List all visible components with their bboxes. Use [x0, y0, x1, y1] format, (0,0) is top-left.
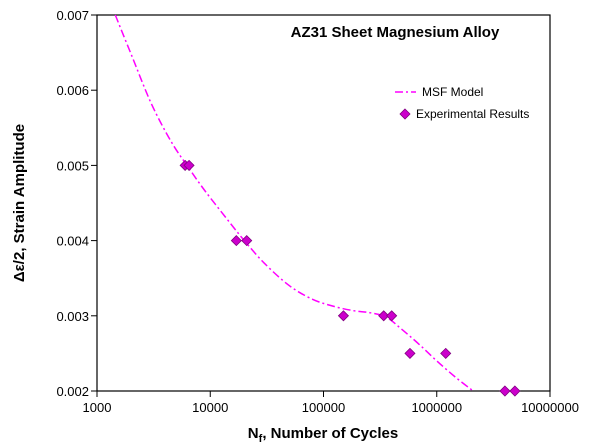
y-tick-label: 0.007 [56, 8, 89, 23]
experimental-point [241, 235, 253, 247]
y-tick-label: 0.006 [56, 83, 89, 98]
y-tick-label: 0.002 [56, 384, 89, 399]
experimental-point [183, 159, 195, 171]
y-tick-label: 0.003 [56, 309, 89, 324]
x-axis-label: Nf, Number of Cycles [248, 425, 398, 445]
experimental-point [337, 310, 350, 322]
x-axis: 1000 10000 100000 1000000 10000000 [83, 391, 579, 415]
x-tick-label: 10000 [192, 400, 228, 415]
experimental-point [404, 347, 416, 359]
x-axis-label-sub: f [259, 433, 263, 445]
experimental-point [509, 385, 521, 397]
plot-area [96, 14, 551, 392]
x-tick-label: 1000000 [411, 400, 462, 415]
msf-model-line [114, 14, 474, 392]
experimental-point [499, 385, 511, 397]
x-axis-label-main: N [248, 425, 259, 442]
y-tick-label: 0.005 [56, 158, 89, 173]
legend: MSF Model Experimental Results [395, 85, 529, 121]
y-tick-label: 0.004 [56, 234, 89, 249]
x-tick-label: 10000000 [521, 400, 579, 415]
experimental-point [230, 235, 242, 247]
experimental-point [378, 310, 390, 322]
legend-experimental-label: Experimental Results [416, 107, 529, 121]
experimental-point [386, 310, 398, 322]
legend-msf-label: MSF Model [422, 85, 483, 99]
chart-title: AZ31 Sheet Magnesium Alloy [291, 24, 500, 41]
y-axis: 0.002 0.003 0.004 0.005 0.006 0.007 [56, 8, 97, 399]
y-axis-label: Δε/2, Strain Amplitude [11, 124, 28, 282]
legend-experimental-marker [399, 108, 411, 120]
x-axis-label-rest: , Number of Cycles [262, 425, 398, 442]
experimental-point [440, 347, 452, 359]
series-layer [114, 14, 521, 397]
x-tick-label: 1000 [83, 400, 112, 415]
x-tick-label: 100000 [302, 400, 345, 415]
